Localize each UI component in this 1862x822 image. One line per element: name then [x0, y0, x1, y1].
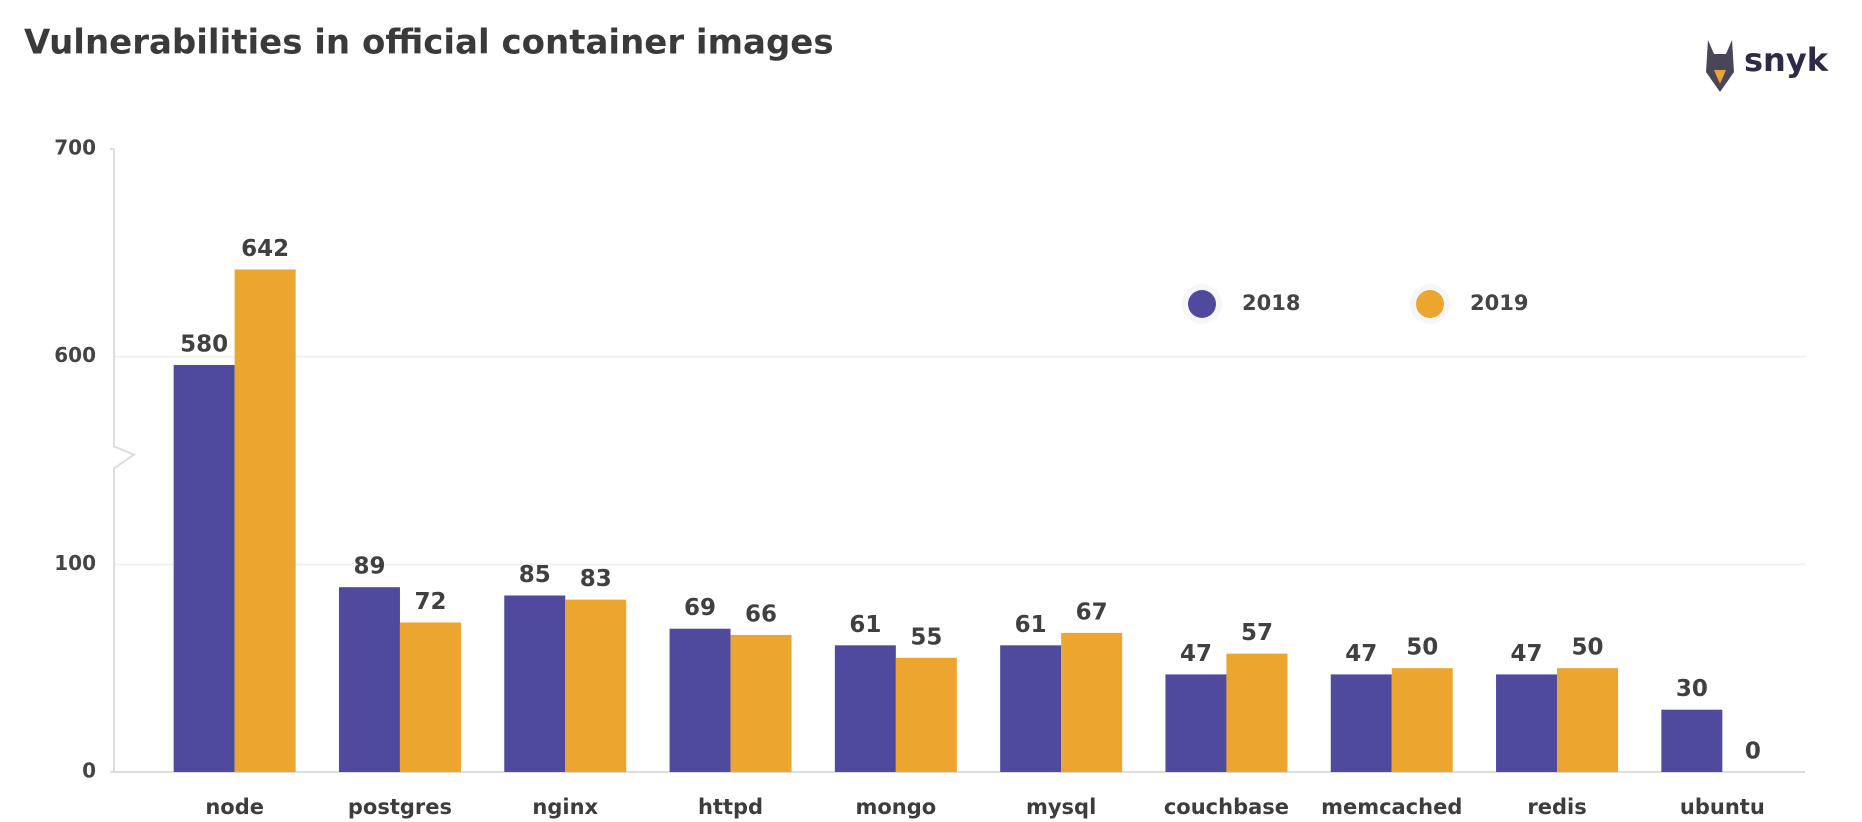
value-label: 642 [241, 236, 289, 262]
x-tick-label: httpd [698, 795, 763, 819]
value-label: 61 [849, 612, 881, 638]
chart-title: Vulnerabilities in official container im… [24, 23, 834, 63]
bar [399, 622, 461, 772]
x-tick-label: nginx [532, 795, 598, 819]
bar [173, 364, 235, 772]
value-label: 30 [1676, 676, 1708, 702]
bar [669, 628, 731, 772]
x-tick-label: postgres [348, 795, 452, 819]
x-tick-label: couchbase [1164, 795, 1289, 819]
value-label: 50 [1572, 635, 1604, 661]
logo-icon [1706, 40, 1734, 92]
logo-text: snyk [1744, 41, 1829, 79]
y-tick-label: 700 [54, 136, 96, 160]
value-label: 57 [1241, 620, 1273, 646]
bar [1330, 674, 1392, 772]
x-tick-label: node [205, 795, 264, 819]
y-axis [113, 149, 137, 772]
bar [234, 269, 296, 772]
x-tick-label: memcached [1321, 795, 1462, 819]
value-label: 61 [1015, 612, 1047, 638]
value-label: 50 [1406, 635, 1438, 661]
bar [1496, 674, 1558, 772]
legend-marker [1416, 290, 1444, 318]
legend-marker [1188, 290, 1216, 318]
bar [1557, 668, 1619, 772]
logo-icon-detail [1714, 70, 1726, 84]
x-tick-label: ubuntu [1680, 795, 1765, 819]
value-label: 69 [684, 595, 716, 621]
bar [730, 634, 792, 772]
y-tick-label: 600 [54, 343, 96, 367]
value-label: 67 [1076, 599, 1108, 625]
bar [1661, 709, 1723, 772]
bar [504, 595, 566, 772]
logo: snyk [1706, 40, 1829, 92]
value-label: 83 [580, 566, 612, 592]
x-tick-label: mongo [855, 795, 936, 819]
bar [1226, 653, 1288, 772]
bar [895, 657, 957, 772]
y-tick-label: 100 [54, 551, 96, 575]
bar [1061, 632, 1123, 772]
y-tick-label: 0 [82, 759, 96, 783]
value-label: 47 [1180, 641, 1212, 667]
value-label: 47 [1511, 641, 1543, 667]
legend-label: 2019 [1470, 291, 1528, 315]
value-label: 580 [180, 331, 228, 357]
value-label: 66 [745, 601, 777, 627]
bar [565, 599, 627, 772]
x-tick-label: redis [1527, 795, 1586, 819]
value-label: 47 [1345, 641, 1377, 667]
value-label: 89 [353, 554, 385, 580]
x-tick-label: mysql [1026, 795, 1096, 819]
value-label: 0 [1745, 739, 1761, 765]
value-label: 55 [910, 624, 942, 650]
bar [1165, 674, 1227, 772]
bar [1000, 645, 1062, 772]
value-label: 85 [519, 562, 551, 588]
bar [338, 587, 400, 772]
bar [1391, 668, 1453, 772]
bar [834, 645, 896, 772]
value-label: 72 [414, 589, 446, 615]
legend-label: 2018 [1242, 291, 1300, 315]
